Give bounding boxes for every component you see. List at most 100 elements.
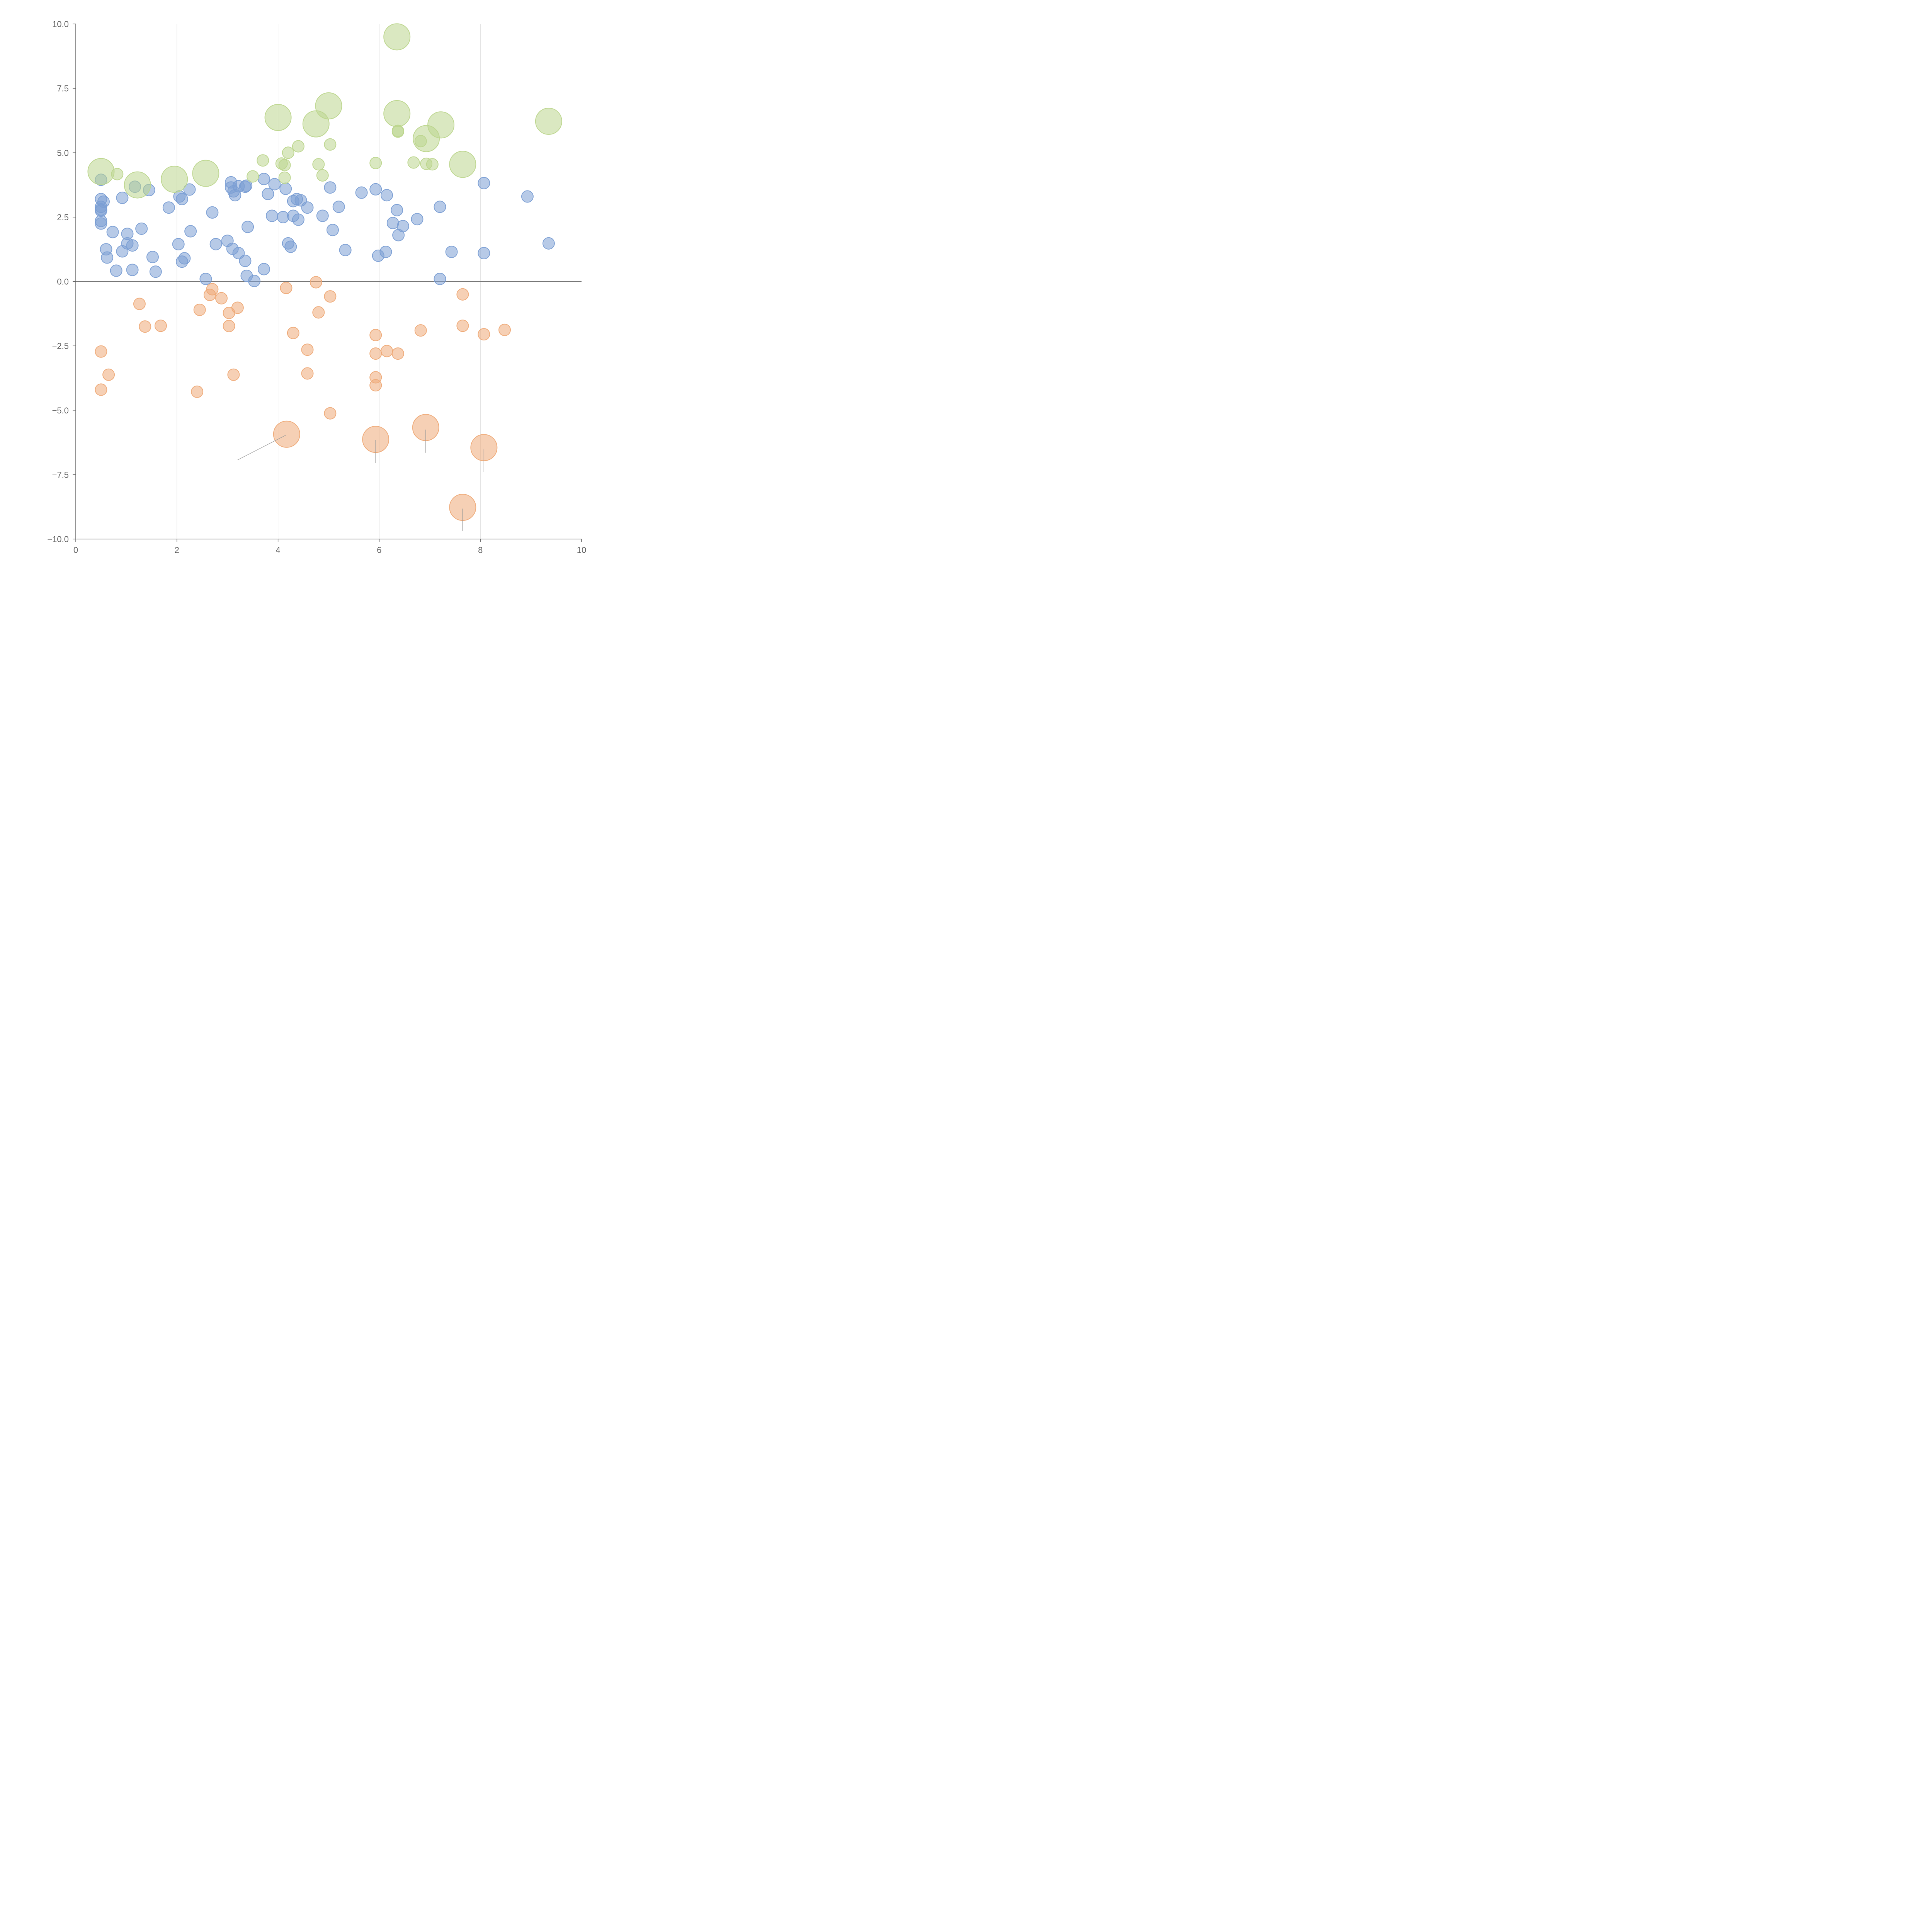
point-positive [199,272,212,285]
point-positive [521,190,534,203]
point-negative [312,306,325,319]
point-positive [126,264,139,276]
point-positive [116,191,129,204]
point-high [383,23,411,51]
y-tick-label: −5.0 [52,406,69,415]
point-positive [209,238,222,250]
point-positive [301,201,314,214]
point-positive [248,275,261,287]
point-negative [324,407,337,420]
x-tick-label: 2 [175,545,179,555]
point-positive [101,251,114,264]
point-negative [133,298,146,310]
point-positive [542,237,555,250]
data-points [87,23,562,521]
point-positive [478,177,490,189]
x-tick-label: 6 [377,545,381,555]
point-positive [95,204,107,217]
point-high [407,156,420,169]
x-tick-label: 10 [577,545,586,555]
point-positive [265,209,278,222]
point-positive [434,272,446,285]
annotation-leader [237,435,286,461]
point-positive [106,226,119,238]
point-negative [223,320,235,332]
y-tick-label: 5.0 [57,148,69,158]
point-positive [391,204,403,216]
point-high [316,169,329,182]
point-high [264,104,292,131]
point-negative [498,323,511,336]
point-high [192,160,219,187]
point-positive [110,264,122,277]
point-positive [206,206,219,219]
point-high [369,156,382,169]
point-high [383,100,411,127]
y-tick-label: 10.0 [52,19,69,29]
scatter-chart: 0 2 4 6 8 10 10.0 7.5 5.0 2.5 0.0 −2.5 −5.0 −7.5 −10.0 [47,19,586,555]
point-negative [193,303,206,316]
point-negative [456,320,469,332]
point-positive [175,193,188,206]
y-tick-label: 0.0 [57,277,69,287]
x-tick-label: 4 [276,545,280,555]
x-tick-label: 8 [478,545,483,555]
point-high [292,140,304,153]
point-negative [215,292,228,304]
point-positive [239,255,252,267]
point-positive [242,221,254,233]
point-high [278,171,291,184]
point-positive [445,245,458,258]
point-negative [280,282,293,294]
point-high [282,146,294,159]
point-positive [257,173,270,185]
point-high [427,111,455,139]
point-negative [478,328,490,341]
point-positive [339,244,352,257]
point-negative [95,383,107,396]
point-positive [126,239,139,252]
point-positive [277,211,289,223]
point-high [324,138,337,151]
point-positive [262,187,274,200]
point-high [315,92,342,119]
point-positive [257,263,270,276]
point-negative [154,320,167,332]
point-negative [301,367,314,380]
x-tick-label: 0 [73,545,78,555]
point-positive [279,182,292,195]
point-positive [355,186,368,199]
point-high [124,171,151,199]
point-positive [292,213,304,226]
point-negative [95,345,107,358]
point-negative [227,368,240,381]
point-negative [191,385,204,398]
point-high [312,158,325,171]
point-negative [369,379,382,392]
y-tick-label: 2.5 [57,213,69,222]
point-negative [391,347,404,360]
point-high [87,158,115,185]
point-high [278,159,291,172]
point-negative [324,290,337,303]
point-high [426,158,439,171]
point-positive [434,201,446,213]
point-negative [369,347,382,360]
point-positive [396,220,409,233]
axes: 0 2 4 6 8 10 10.0 7.5 5.0 2.5 0.0 −2.5 −5.0 −7.5 −10.0 [47,19,586,555]
y-tick-label: 7.5 [57,84,69,94]
point-negative [139,320,151,333]
point-positive [478,247,490,260]
point-negative [414,324,427,337]
point-positive [172,238,185,250]
point-positive [240,179,253,192]
point-negative [231,301,244,314]
point-positive [183,183,196,196]
point-high [161,165,188,193]
point-positive [326,224,339,236]
point-negative [206,283,219,296]
point-high [535,107,562,135]
point-positive [146,251,159,264]
point-positive [95,217,107,230]
point-negative [102,368,115,381]
